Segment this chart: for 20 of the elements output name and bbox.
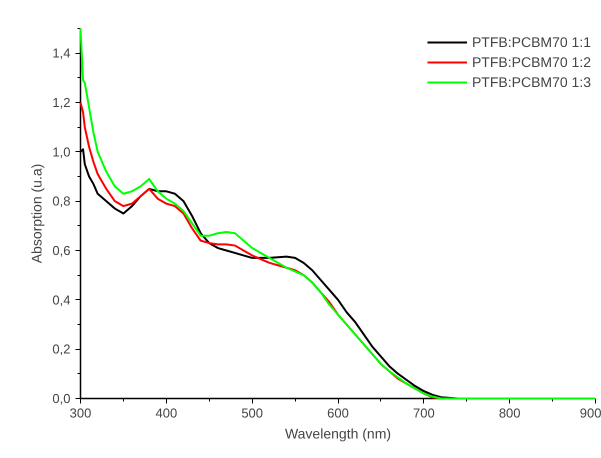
y-tick-label: 1,0: [52, 144, 71, 160]
legend-label: PTFB:PCBM70 1:3: [472, 74, 591, 90]
y-tick-label: 1,4: [52, 46, 71, 61]
y-tick-label: 0,2: [52, 342, 71, 357]
y-tick-label: 0,4: [52, 292, 71, 308]
y-tick-label: 0,6: [52, 243, 71, 258]
legend-label: PTFB:PCBM70 1:2: [472, 54, 591, 70]
x-tick-label: 900: [580, 406, 601, 420]
x-tick-label: 800: [498, 406, 521, 420]
x-tick-label: 400: [155, 406, 178, 420]
y-tick-label: 0,0: [52, 391, 71, 406]
legend-label: PTFB:PCBM70 1:1: [472, 34, 591, 50]
x-tick-label: 300: [70, 406, 92, 420]
y-tick-label: 0,8: [52, 194, 71, 209]
x-tick-label: 700: [412, 406, 435, 420]
y-axis-title: Absorption (u.a): [28, 164, 44, 264]
x-axis-title: Wavelength (nm): [284, 426, 392, 442]
y-tick-label: 1,2: [52, 95, 71, 110]
x-tick-label: 500: [241, 406, 264, 420]
x-tick-label: 600: [327, 406, 349, 420]
